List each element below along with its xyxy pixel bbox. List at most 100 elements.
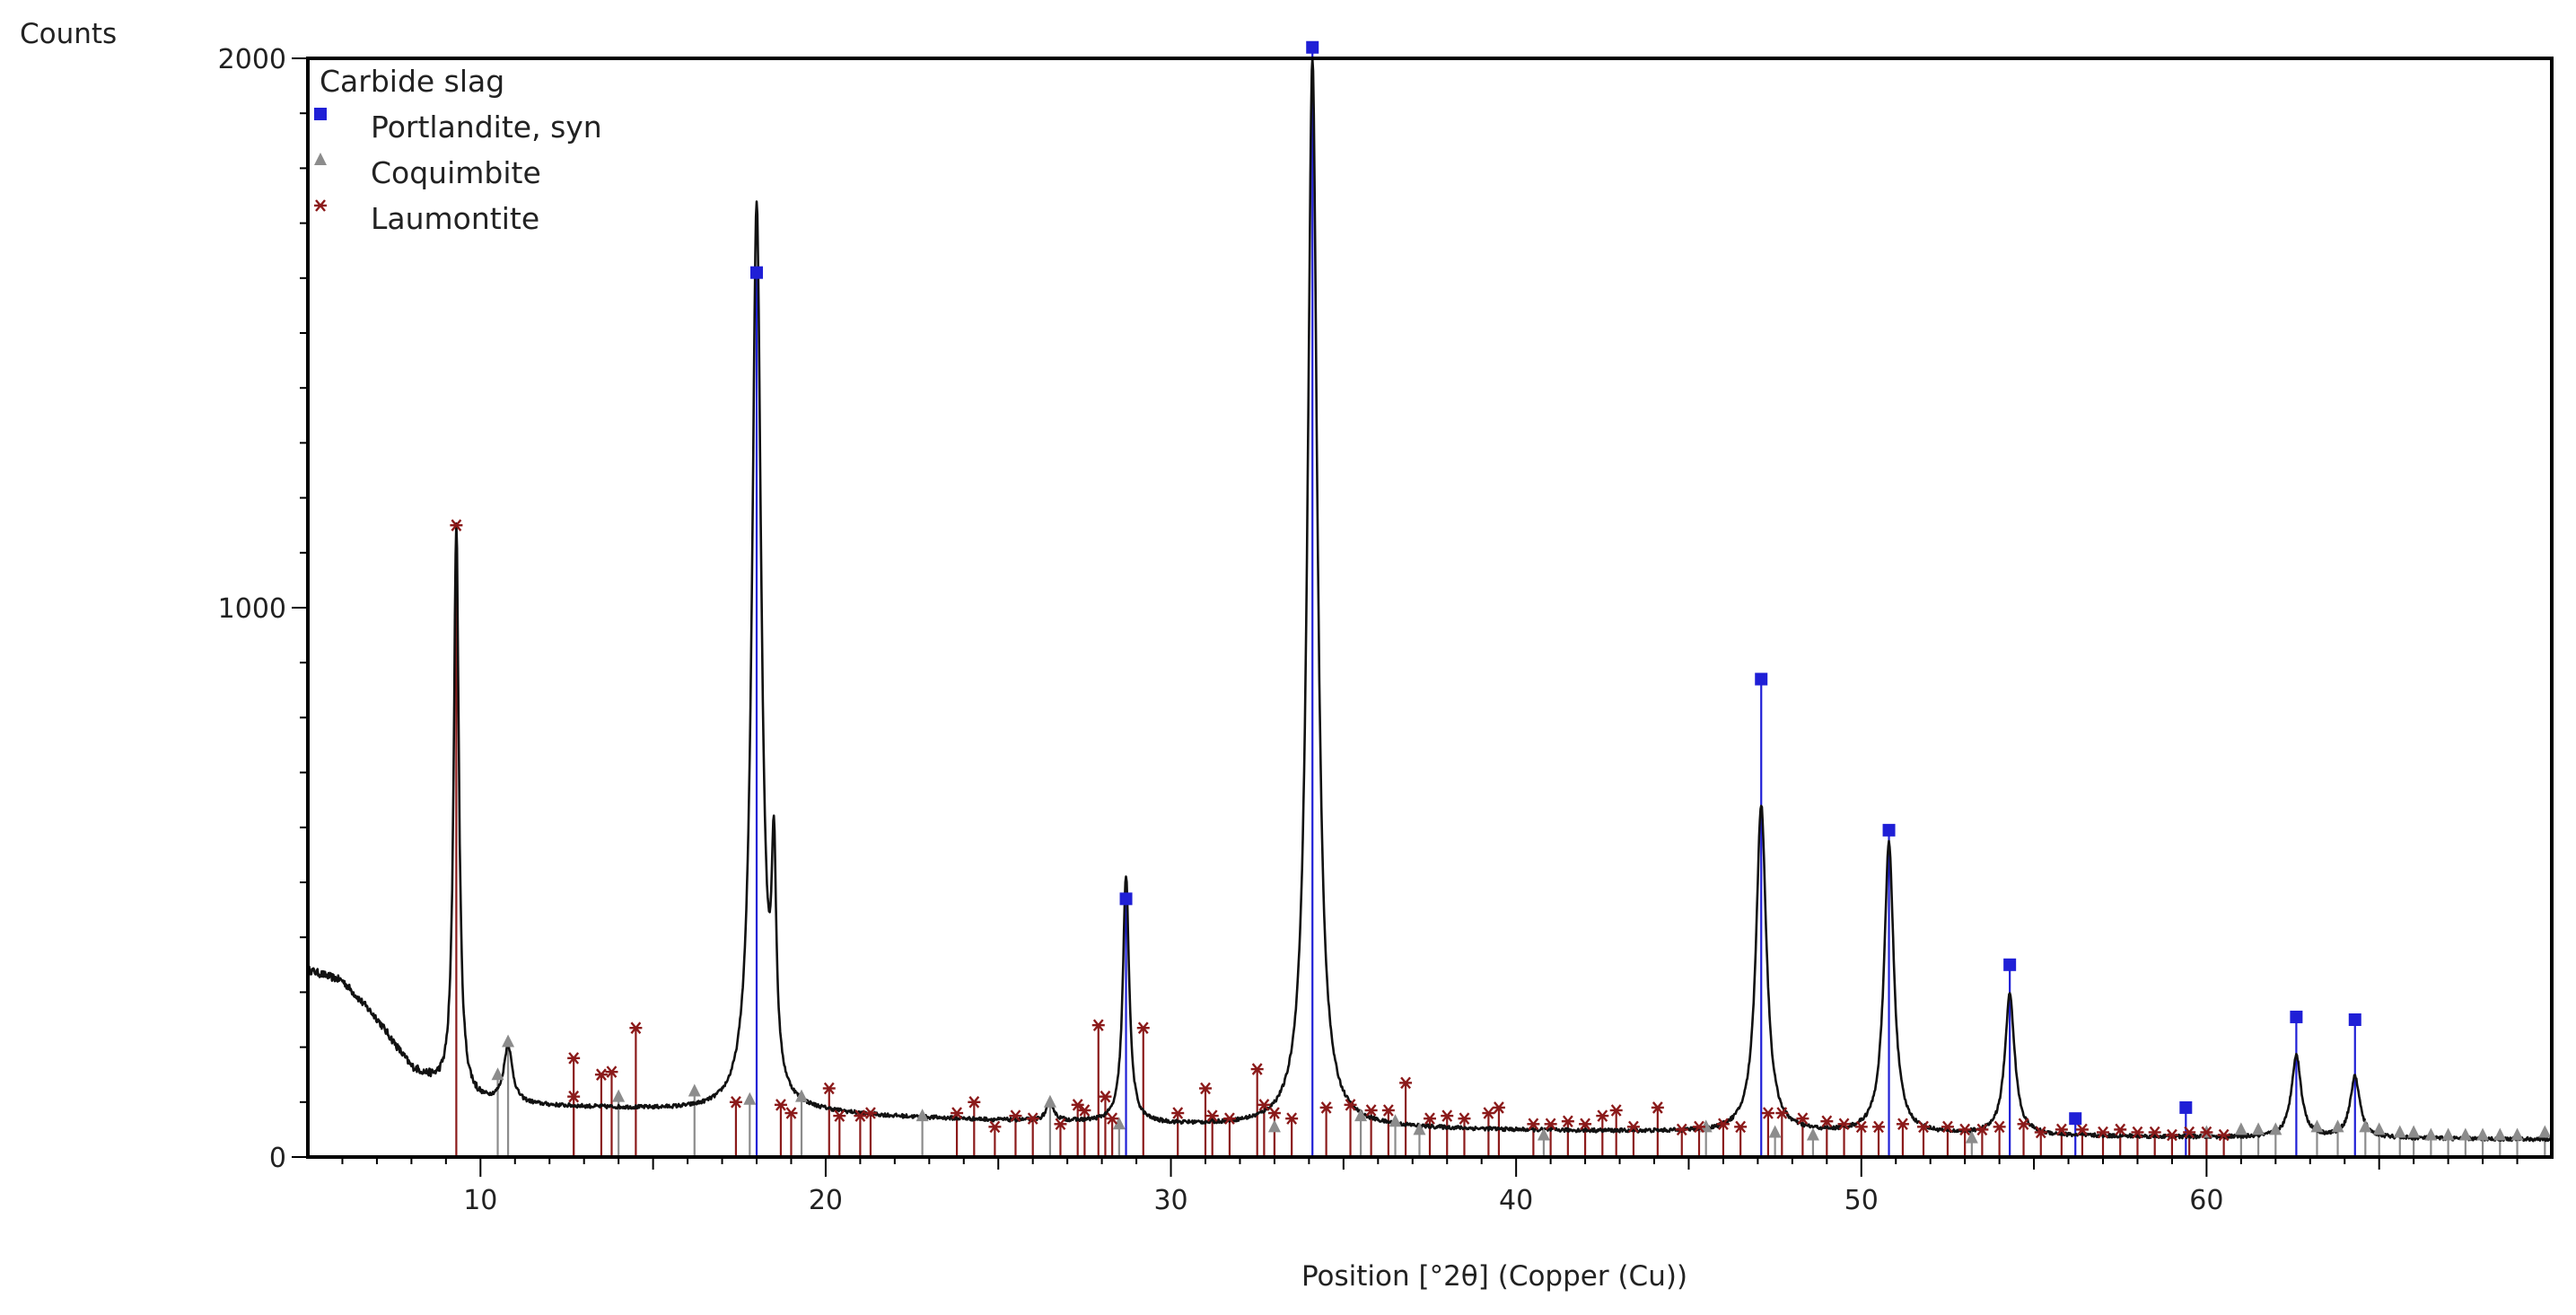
ref-marker-laumontite (1675, 1123, 1688, 1136)
ref-marker-laumontite (1106, 1112, 1119, 1125)
ref-marker-laumontite (1222, 1112, 1236, 1125)
ref-marker-laumontite (1250, 1063, 1264, 1075)
ref-marker-laumontite (1026, 1112, 1039, 1125)
ref-marker-laumontite (1917, 1120, 1930, 1134)
ref-marker-laumontite (1267, 1107, 1281, 1119)
legend: Carbide slag Portlandite, syn Coquimbite L… (314, 64, 602, 236)
ref-marker-portlandite-syn (2290, 1010, 2303, 1023)
y-axis-title: Counts (20, 18, 117, 50)
ref-marker-laumontite (1381, 1104, 1395, 1117)
ref-marker-laumontite (2131, 1126, 2144, 1139)
ref-marker-laumontite (2114, 1123, 2127, 1136)
ref-marker-laumontite (2017, 1118, 2030, 1131)
ref-marker-laumontite (1078, 1104, 1091, 1117)
ref-marker-laumontite (1054, 1118, 1067, 1131)
ref-marker-laumontite (1458, 1112, 1471, 1125)
ref-marker-laumontite (1896, 1118, 1909, 1131)
ref-marker-portlandite-syn (1882, 823, 1896, 837)
ref-marker-laumontite (1596, 1109, 1609, 1122)
ref-marker-coquimbite (2424, 1127, 2438, 1141)
ref-marker-laumontite (2055, 1123, 2068, 1136)
series-line-carbide-slag (306, 57, 2554, 1143)
ref-marker-portlandite-syn (1755, 672, 1768, 686)
x-axis-title: Position [°2θ] (Copper (Cu)) (1301, 1260, 1687, 1293)
legend-entry-portlandite-syn: Portlandite, syn (371, 110, 602, 145)
y-tick-label: 1000 (218, 593, 286, 625)
ref-marker-laumontite (988, 1120, 1002, 1134)
ref-marker-laumontite (1734, 1120, 1748, 1134)
ref-marker-laumontite (2148, 1126, 2161, 1139)
ref-marker-laumontite (1820, 1115, 1834, 1127)
ref-marker-coquimbite (2510, 1127, 2524, 1141)
ref-marker-laumontite (629, 1021, 643, 1034)
ref-marker-laumontite (1837, 1118, 1851, 1131)
ref-marker-coquimbite (2538, 1125, 2552, 1138)
y-tick-label: 2000 (218, 44, 286, 75)
ref-marker-coquimbite (2331, 1119, 2344, 1133)
ref-marker-coquimbite (1806, 1127, 1819, 1141)
ref-marker-laumontite (605, 1065, 618, 1078)
ref-marker-coquimbite (2407, 1125, 2421, 1138)
ref-marker-coquimbite (612, 1089, 626, 1102)
x-tick-label: 20 (809, 1185, 843, 1216)
ref-marker-laumontite (1651, 1101, 1664, 1114)
ref-marker-coquimbite (2359, 1119, 2372, 1133)
ref-marker-laumontite (1205, 1109, 1219, 1122)
ref-marker-laumontite (1626, 1120, 1640, 1134)
ref-marker-laumontite (1171, 1107, 1185, 1119)
x-tick-label: 30 (1153, 1185, 1187, 1216)
ref-marker-laumontite (1199, 1082, 1212, 1095)
ref-marker-laumontite (1344, 1099, 1357, 1111)
ref-marker-portlandite-syn (750, 266, 763, 279)
ref-marker-laumontite (784, 1107, 798, 1119)
ref-marker-coquimbite (2252, 1122, 2265, 1135)
ref-marker-laumontite (1544, 1118, 1557, 1131)
reference-peaks-layer (455, 47, 2546, 1157)
x-tick-label: 40 (1499, 1185, 1533, 1216)
ref-marker-laumontite (968, 1096, 981, 1109)
ref-marker-laumontite (1958, 1123, 1972, 1136)
ref-marker-laumontite (567, 1090, 581, 1103)
legend-marker-laumontite (314, 199, 327, 212)
ref-marker-coquimbite (2493, 1127, 2507, 1141)
ref-marker-laumontite (1482, 1107, 1495, 1119)
ref-marker-laumontite (863, 1107, 877, 1119)
ref-marker-portlandite-syn (1306, 40, 1319, 54)
ref-marker-coquimbite (795, 1089, 808, 1102)
ref-marker-laumontite (1796, 1112, 1809, 1125)
ref-marker-laumontite (729, 1096, 742, 1109)
ref-marker-laumontite (1399, 1076, 1413, 1090)
ref-marker-coquimbite (2458, 1127, 2472, 1141)
ref-marker-coquimbite (2393, 1125, 2406, 1138)
ref-marker-laumontite (1993, 1120, 2006, 1134)
ref-marker-portlandite-syn (2003, 958, 2017, 971)
ref-marker-laumontite (1527, 1118, 1540, 1131)
axes-layer: 10 20 30 40 50 60 0 1000 2000 (218, 44, 2519, 1216)
plot-frame (306, 57, 2554, 1159)
ref-marker-laumontite (1872, 1120, 1885, 1134)
legend-marker-coquimbite (314, 153, 327, 165)
ref-marker-coquimbite (1354, 1109, 1368, 1122)
ref-marker-laumontite (2097, 1126, 2109, 1139)
ref-marker-laumontite (1854, 1120, 1868, 1134)
ref-marker-coquimbite (916, 1109, 929, 1122)
ref-marker-laumontite (2183, 1126, 2196, 1139)
legend-title: Carbide slag (320, 64, 504, 99)
ref-marker-coquimbite (1043, 1094, 1056, 1108)
ref-marker-laumontite (1424, 1112, 1436, 1125)
ref-marker-coquimbite (502, 1034, 515, 1048)
ref-marker-laumontite (1071, 1099, 1084, 1111)
ref-marker-coquimbite (688, 1083, 701, 1097)
ref-marker-coquimbite (2310, 1119, 2324, 1133)
reference-markers-layer (450, 40, 2552, 1144)
ref-marker-laumontite (2217, 1128, 2230, 1142)
ref-marker-laumontite (833, 1109, 846, 1122)
ref-marker-portlandite-syn (1119, 892, 1133, 906)
ref-marker-coquimbite (2441, 1127, 2455, 1141)
ref-marker-laumontite (951, 1107, 964, 1119)
legend-entry-laumontite: Laumontite (371, 201, 539, 236)
ref-marker-laumontite (450, 519, 463, 531)
ref-marker-laumontite (1579, 1118, 1592, 1131)
ref-marker-coquimbite (2234, 1122, 2247, 1135)
